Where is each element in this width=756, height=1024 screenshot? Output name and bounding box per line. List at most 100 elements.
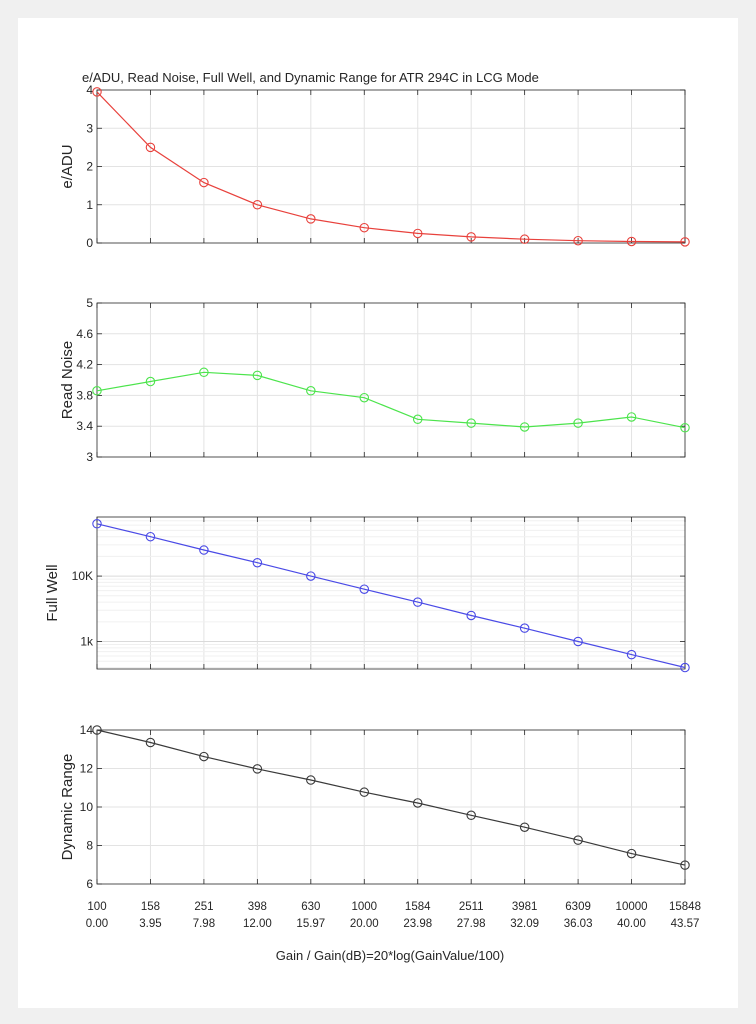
- dynamic-range-y-tick-label: 12: [80, 762, 94, 776]
- x-tick-label-db: 23.98: [403, 918, 432, 930]
- x-tick-label-gain: 398: [248, 901, 267, 913]
- read-noise-data-point: [199, 367, 209, 378]
- full-well-y-axis-label: Full Well: [44, 564, 61, 621]
- full-well-data-point: [466, 610, 476, 621]
- full-well-y-tick-label: 1k: [80, 635, 94, 649]
- e-adu-data-point: [306, 214, 316, 224]
- panel-e-adu: 0 1 2 3 4 e/ADU: [59, 83, 690, 250]
- x-tick-label-gain: 158: [141, 901, 160, 913]
- dynamic-range-y-tick-label: 6: [86, 877, 93, 891]
- x-tick-label-gain: 1000: [351, 901, 377, 913]
- full-well-data-point: [199, 545, 209, 555]
- x-tick-label-gain: 15848: [669, 901, 701, 913]
- x-tick-label-db: 7.98: [193, 918, 215, 930]
- read-noise-y-axis-label: Read Noise: [59, 341, 76, 419]
- figure-title: e/ADU, Read Noise, Full Well, and Dynami…: [82, 70, 539, 85]
- e-adu-data-point: [412, 228, 423, 239]
- dynamic-range-y-axis-label: Dynamic Range: [59, 754, 76, 861]
- read-noise-data-point: [412, 414, 423, 425]
- dynamic-range-data-point: [680, 860, 690, 870]
- dynamic-range-data-point: [359, 787, 370, 797]
- x-tick-label-db: 27.98: [457, 918, 486, 930]
- read-noise-data-point: [573, 418, 583, 428]
- full-well-data-point: [306, 571, 316, 581]
- read-noise-data-point: [359, 392, 370, 403]
- full-well-data-point: [145, 531, 156, 542]
- read-noise-y-tick-label: 5: [86, 296, 93, 310]
- read-noise-plot-area: [97, 303, 685, 457]
- x-tick-label-db: 3.95: [139, 918, 161, 930]
- x-tick-label-gain: 2511: [459, 901, 484, 913]
- full-well-data-point: [519, 623, 530, 633]
- read-noise-y-tick-label: 3.4: [76, 419, 93, 433]
- e-adu-y-tick-label: 1: [86, 198, 93, 212]
- read-noise-data-point: [626, 412, 637, 422]
- x-tick-label-db: 0.00: [86, 918, 108, 930]
- full-well-data-point: [626, 649, 637, 660]
- read-noise-data-point: [680, 422, 690, 433]
- full-well-data-point: [573, 636, 583, 647]
- read-noise-data-point: [519, 422, 530, 432]
- panel-full-well: 1k 10K Full Well: [44, 516, 690, 673]
- x-tick-label-db: 40.00: [617, 918, 646, 930]
- full-well-data-point: [359, 584, 370, 594]
- e-adu-data-point: [199, 177, 209, 188]
- x-tick-label-gain: 10000: [616, 901, 648, 913]
- x-tick-label-db: 20.00: [350, 918, 379, 930]
- full-well-y-tick-label: 10K: [72, 569, 93, 583]
- full-well-data-point: [252, 557, 263, 568]
- x-tick-label-db: 12.00: [243, 918, 272, 930]
- x-tick-label-db: 43.57: [671, 918, 700, 930]
- dynamic-range-y-tick-label: 8: [86, 839, 93, 853]
- read-noise-y-tick-label: 3.8: [76, 388, 93, 402]
- dynamic-range-data-point: [466, 810, 476, 821]
- x-tick-label-db: 36.03: [564, 918, 593, 930]
- full-well-axes-box: [96, 516, 686, 670]
- x-tick-label-gain: 251: [194, 901, 213, 913]
- x-tick-label-gain: 100: [87, 901, 106, 913]
- panel-dynamic-range: 6 8 10 12 14 Dynamic Range: [59, 723, 690, 891]
- dynamic-range-data-point: [306, 775, 316, 785]
- e-adu-series-line: [96, 91, 686, 243]
- e-adu-data-point: [680, 237, 690, 247]
- e-adu-y-axis-label: e/ADU: [59, 144, 76, 188]
- dynamic-range-data-point: [573, 835, 583, 845]
- e-adu-data-point: [145, 142, 156, 153]
- x-axis-label: Gain / Gain(dB)=20*log(GainValue/100): [276, 948, 504, 963]
- e-adu-y-tick-label: 3: [86, 121, 93, 135]
- dynamic-range-y-tick-label: 10: [80, 800, 94, 814]
- read-noise-series-line: [96, 371, 686, 429]
- dynamic-range-y-tick-label: 14: [80, 723, 94, 737]
- full-well-series-line: [96, 523, 686, 669]
- dynamic-range-data-point: [626, 848, 637, 859]
- read-noise-data-point: [145, 376, 156, 387]
- read-noise-y-tick-label: 4.6: [76, 327, 93, 341]
- read-noise-axes-box: [96, 302, 686, 458]
- x-tick-label-db: 15.97: [296, 918, 325, 930]
- e-adu-data-point: [466, 232, 476, 242]
- e-adu-data-point: [92, 87, 102, 97]
- e-adu-y-tick-label: 2: [86, 160, 93, 174]
- x-tick-label-gain: 3981: [512, 901, 538, 913]
- full-well-data-point: [92, 519, 102, 529]
- full-well-data-point: [412, 597, 423, 607]
- e-adu-data-point: [252, 200, 263, 210]
- read-noise-data-point: [466, 418, 476, 428]
- e-adu-data-point: [573, 235, 583, 246]
- e-adu-data-point: [519, 234, 530, 244]
- full-well-data-point: [680, 662, 690, 673]
- read-noise-data-point: [252, 370, 263, 381]
- read-noise-data-point: [306, 386, 316, 396]
- read-noise-data-point: [92, 386, 102, 396]
- dynamic-range-data-point: [92, 725, 102, 735]
- e-adu-y-tick-label: 4: [86, 83, 93, 97]
- e-adu-y-tick-label: 0: [86, 236, 93, 250]
- dynamic-range-data-point: [145, 737, 156, 748]
- dynamic-range-data-point: [412, 798, 423, 808]
- dynamic-range-data-point: [519, 822, 530, 832]
- dynamic-range-data-point: [252, 764, 263, 774]
- read-noise-y-tick-label: 4.2: [76, 358, 93, 372]
- x-tick-label-db: 32.09: [510, 918, 539, 930]
- x-tick-label-gain: 1584: [405, 901, 431, 913]
